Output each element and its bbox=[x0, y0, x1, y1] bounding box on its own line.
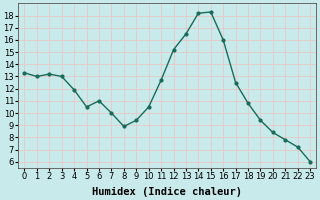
X-axis label: Humidex (Indice chaleur): Humidex (Indice chaleur) bbox=[92, 186, 242, 197]
